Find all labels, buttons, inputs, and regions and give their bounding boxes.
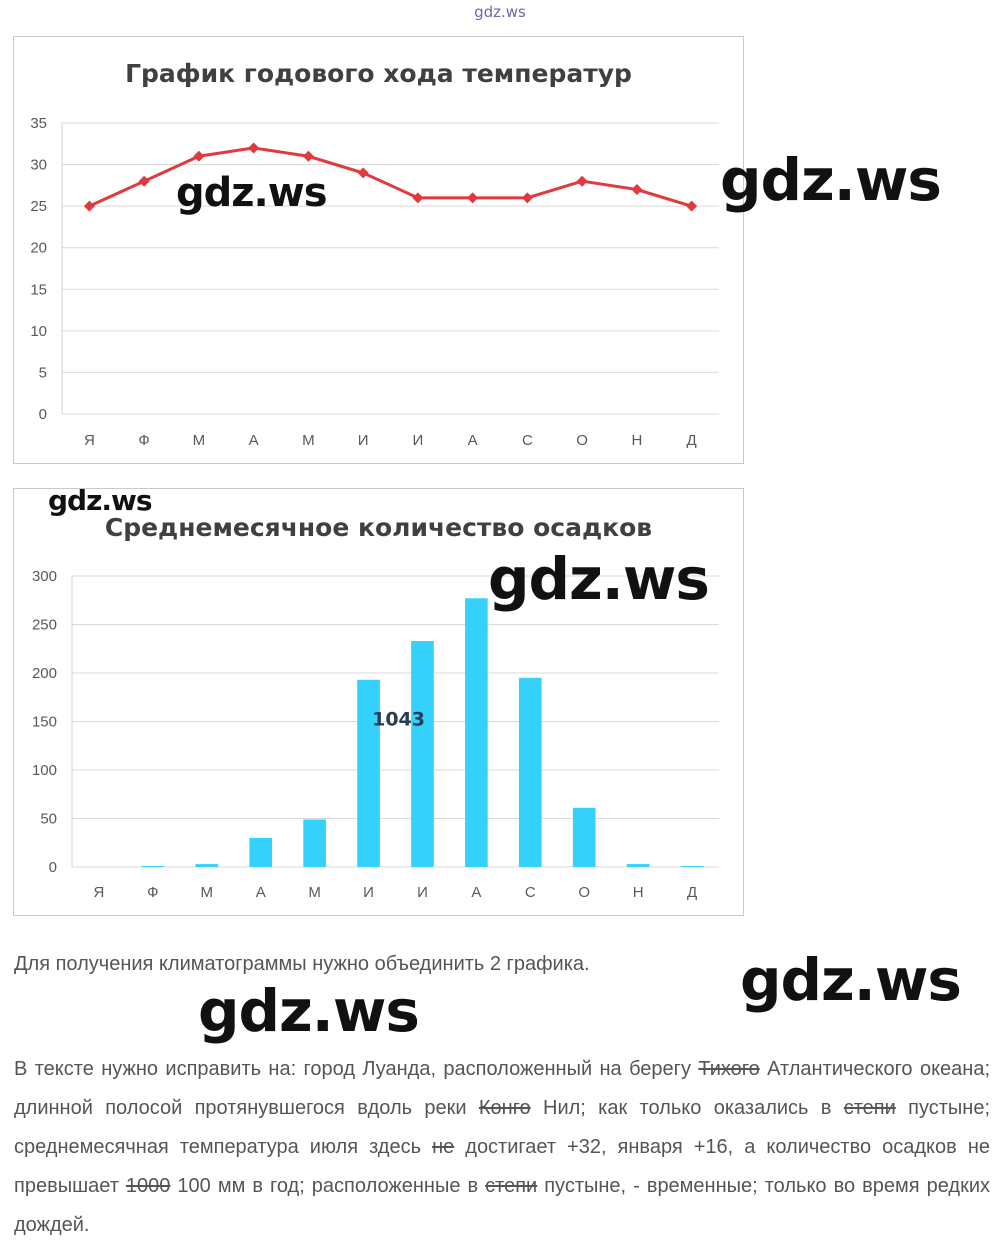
x-tick-label: А (256, 884, 266, 901)
correction-text: В тексте нужно исправить на: город Луанд… (14, 1050, 990, 1245)
x-tick-label: Н (633, 884, 644, 901)
y-tick-label: 35 (30, 115, 47, 132)
text-segment: Атлантического океана; длинной полосой п… (14, 1058, 991, 1119)
text-segment: достигает +32, января +16, а количество … (14, 1136, 990, 1197)
precipitation-bar (518, 677, 542, 867)
watermark: gdz.ws (740, 946, 962, 1014)
y-tick-label: 50 (40, 811, 57, 828)
site-mark: gdz.ws (474, 3, 526, 21)
precipitation-plot: 0 50 100 150 200 250 300 Я Ф М А М И И А С О Н Д 1043 (32, 568, 719, 901)
temperature-chart-title: График годового хода температур (125, 59, 632, 88)
watermark: gdz.ws (720, 146, 942, 214)
y-tick-label: 0 (49, 859, 57, 876)
y-tick-label: 150 (32, 714, 57, 731)
x-tick-label: И (358, 432, 369, 449)
precipitation-bar (411, 640, 434, 867)
data-point-marker (83, 200, 95, 212)
precipitation-bar (357, 679, 380, 867)
x-tick-label: Я (94, 884, 105, 901)
x-tick-label: А (249, 432, 259, 449)
x-tick-label: С (525, 884, 536, 901)
x-tick-label: А (468, 432, 478, 449)
precipitation-bar (572, 807, 596, 867)
y-tick-label: 20 (30, 240, 47, 257)
x-tick-label: Д (687, 432, 697, 449)
data-point-marker (302, 150, 314, 162)
precipitation-bar (195, 864, 219, 867)
precipitation-bar (249, 837, 273, 867)
struck-word: степи (843, 1097, 896, 1119)
x-tick-label: И (417, 884, 428, 901)
watermark: gdz.ws (488, 545, 710, 613)
text-segment: В тексте нужно исправить на: город Луанд… (14, 1058, 699, 1080)
x-tick-label: О (578, 884, 590, 901)
total-annotation: 1043 (372, 708, 425, 730)
x-tick-label: Н (631, 432, 642, 449)
y-tick-label: 300 (32, 568, 57, 585)
temperature-chart: График годового хода температур 0 5 10 15 20… (13, 36, 744, 464)
precipitation-bar (626, 864, 650, 867)
temperature-plot: 0 5 10 15 20 25 30 35 Я Ф М А М И И А С О Н Д (30, 115, 719, 449)
text-segment: 100 мм в год; расположенные в (170, 1175, 486, 1197)
data-point-marker (576, 175, 588, 187)
y-tick-label: 100 (32, 762, 57, 779)
text-segment: пустыне, - временные; только во время ре… (14, 1175, 990, 1236)
x-tick-label: М (193, 432, 206, 449)
struck-word: 1000 (125, 1175, 171, 1197)
y-tick-label: 15 (30, 281, 47, 298)
precipitation-chart-title: Среднемесячное количество осадков (104, 513, 653, 542)
watermark: gdz.ws (176, 170, 328, 216)
struck-word: не (432, 1136, 455, 1158)
x-tick-label: И (412, 432, 423, 449)
data-point-marker (138, 175, 150, 187)
x-tick-label: М (201, 884, 214, 901)
text-segment: пустыне; среднемесячная температура июля… (14, 1097, 991, 1158)
precipitation-chart: Среднемесячное количество осадков 0 50 100… (13, 488, 744, 916)
struck-word: Тихого (698, 1058, 760, 1080)
precipitation-bar (141, 866, 165, 867)
y-tick-label: 5 (39, 364, 47, 381)
data-point-marker (193, 150, 205, 162)
x-tick-label: С (522, 432, 533, 449)
data-point-marker (631, 184, 643, 196)
data-point-marker (248, 142, 260, 154)
x-tick-label: О (576, 432, 588, 449)
precipitation-bar (303, 819, 326, 867)
y-tick-label: 250 (32, 617, 57, 634)
struck-word: Конго (478, 1097, 531, 1119)
x-tick-label: М (302, 432, 315, 449)
instruction-text: Для получения климатограммы нужно объеди… (14, 953, 590, 975)
x-tick-label: И (363, 884, 374, 901)
watermark: gdz.ws (198, 977, 420, 1045)
x-tick-label: Ф (138, 432, 149, 449)
data-point-marker (357, 167, 369, 179)
precipitation-bar (465, 598, 488, 867)
x-tick-label: М (308, 884, 321, 901)
data-point-marker (412, 192, 424, 204)
data-point-marker (467, 192, 479, 204)
temperature-series-line (88, 146, 693, 208)
x-tick-label: А (471, 884, 481, 901)
text-segment: Нил; как только оказались в (530, 1097, 844, 1119)
x-tick-label: Ф (147, 884, 158, 901)
x-tick-label: Я (84, 432, 95, 449)
x-tick-label: Д (687, 884, 697, 901)
struck-word: степи (485, 1175, 538, 1197)
y-tick-label: 10 (30, 323, 47, 340)
y-tick-label: 200 (32, 665, 57, 682)
data-point-marker (521, 192, 533, 204)
data-point-marker (686, 200, 698, 212)
y-tick-label: 0 (39, 406, 47, 423)
y-tick-label: 25 (30, 198, 47, 215)
y-tick-label: 30 (30, 157, 47, 174)
precipitation-bar (680, 866, 704, 867)
watermark: gdz.ws (48, 484, 153, 517)
